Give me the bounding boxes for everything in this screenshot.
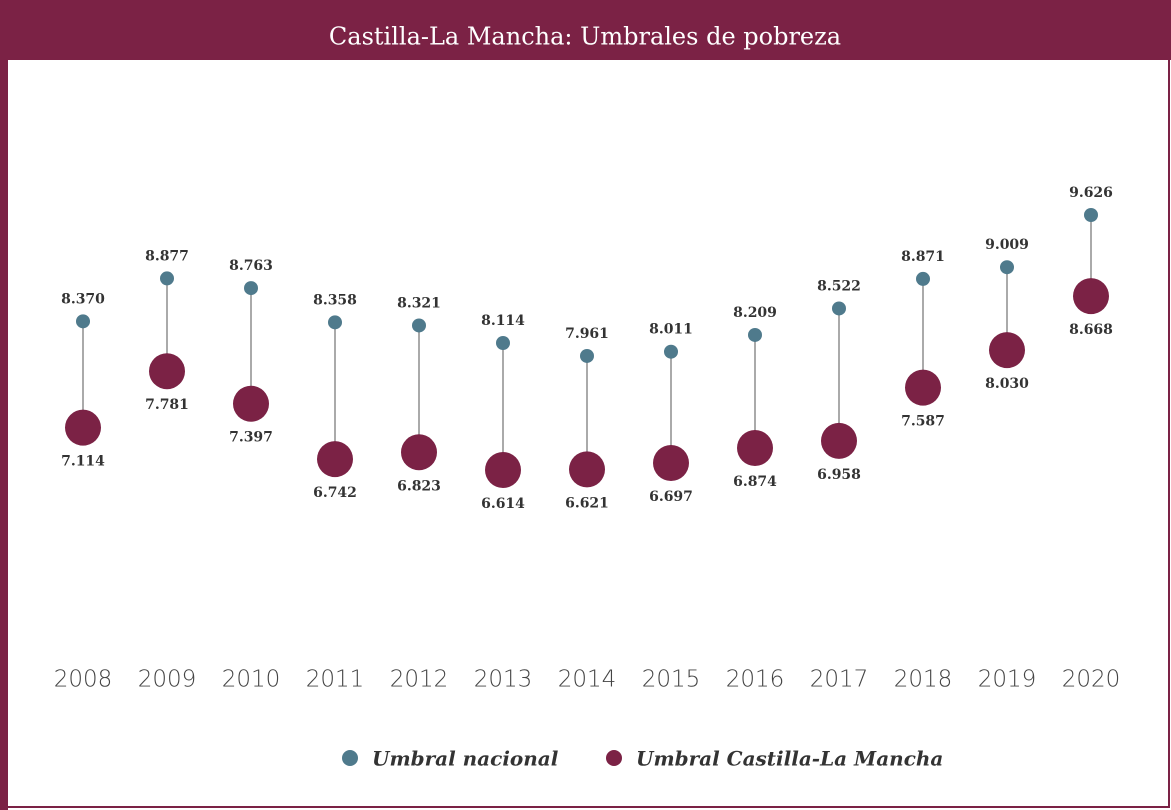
x-tick-label: 2019 — [978, 667, 1037, 693]
chart-title: Castilla-La Mancha: Umbrales de pobreza — [329, 23, 841, 51]
regional-dot — [1073, 278, 1109, 315]
national-dot — [916, 271, 930, 286]
national-dot — [76, 314, 90, 329]
value-label: 8.011 — [649, 322, 693, 338]
regional-dot — [989, 332, 1025, 369]
regional-dot — [485, 452, 521, 488]
value-label: 6.874 — [733, 474, 777, 490]
x-tick-label: 2009 — [138, 667, 197, 693]
value-label: 9.626 — [1069, 185, 1113, 201]
legend-label: Umbral nacional — [372, 747, 559, 771]
national-dot — [1000, 260, 1014, 275]
value-label: 8.668 — [1069, 322, 1113, 338]
value-label: 8.030 — [985, 376, 1029, 392]
value-label: 6.742 — [313, 485, 357, 501]
national-dot — [1084, 208, 1098, 222]
x-tick-label: 2014 — [558, 667, 617, 693]
value-label: 9.009 — [985, 237, 1029, 253]
x-tick-label: 2011 — [306, 667, 365, 693]
regional-dot — [737, 429, 773, 466]
national-dot — [412, 318, 426, 333]
value-label: 7.397 — [229, 430, 273, 446]
national-dot — [748, 327, 762, 342]
value-label: 7.114 — [61, 454, 105, 470]
legend-marker — [606, 750, 622, 766]
x-tick-label: 2016 — [726, 667, 785, 693]
value-label: 7.781 — [145, 397, 189, 413]
value-label: 6.697 — [649, 489, 693, 505]
national-dot — [580, 348, 594, 363]
regional-dot — [821, 422, 857, 459]
x-tick-label: 2008 — [54, 667, 113, 693]
legend-marker — [342, 750, 358, 766]
x-tick-label: 2010 — [222, 667, 281, 693]
x-tick-label: 2018 — [894, 667, 953, 693]
regional-dot — [149, 353, 185, 390]
value-label: 8.871 — [901, 249, 945, 265]
regional-dot — [317, 441, 353, 478]
value-label: 6.823 — [397, 478, 441, 494]
national-dot — [832, 301, 846, 316]
legend-label: Umbral Castilla-La Mancha — [636, 747, 943, 771]
value-label: 7.587 — [901, 414, 945, 430]
value-label: 8.370 — [61, 291, 105, 307]
x-tick-label: 2013 — [474, 667, 533, 693]
regional-dot — [905, 369, 941, 406]
x-tick-label: 2015 — [642, 667, 701, 693]
value-label: 6.614 — [481, 496, 525, 512]
title-bar — [0, 0, 1171, 60]
national-dot — [664, 344, 678, 359]
value-label: 8.522 — [817, 278, 861, 294]
value-label: 6.958 — [817, 467, 861, 483]
regional-dot — [233, 385, 269, 422]
regional-dot — [401, 434, 437, 471]
value-label: 8.358 — [313, 292, 357, 308]
regional-dot — [653, 444, 689, 481]
value-label: 8.321 — [397, 295, 441, 311]
value-label: 8.763 — [229, 258, 273, 274]
value-label: 8.114 — [481, 313, 525, 329]
national-dot — [160, 271, 174, 286]
x-tick-label: 2020 — [1062, 667, 1121, 693]
value-label: 8.209 — [733, 305, 777, 321]
value-label: 8.877 — [145, 248, 189, 264]
national-dot — [496, 336, 510, 351]
value-label: 6.621 — [565, 495, 609, 511]
left-border — [0, 0, 8, 810]
x-tick-label: 2012 — [390, 667, 449, 693]
value-label: 7.961 — [565, 326, 609, 342]
x-tick-label: 2017 — [810, 667, 869, 693]
regional-dot — [65, 409, 101, 446]
regional-dot — [569, 451, 605, 488]
national-dot — [328, 315, 342, 330]
national-dot — [244, 281, 258, 296]
